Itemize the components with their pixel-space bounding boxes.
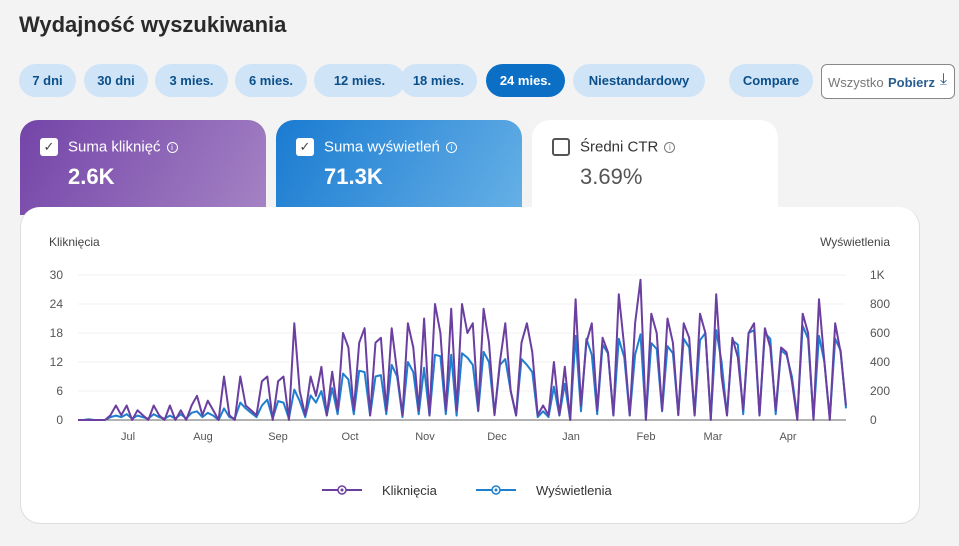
x-tick: Dec — [487, 431, 507, 443]
y-axis-right-label: Wyświetlenia — [820, 235, 890, 249]
legend-marker-dot — [494, 488, 498, 492]
x-tick: Aug — [193, 431, 213, 443]
metric-card-clicks[interactable]: ✓ Suma kliknięć i 2.6K — [20, 120, 266, 215]
download-label: Pobierz — [888, 75, 935, 90]
y-tick-left: 30 — [50, 268, 64, 282]
y-tick-left: 18 — [50, 326, 64, 340]
metric-label: Średni CTR — [580, 138, 659, 156]
x-tick: Feb — [637, 431, 656, 443]
y-tick-right: 0 — [870, 413, 877, 427]
legend-label: Wyświetlenia — [536, 483, 613, 498]
chart-panel — [20, 207, 920, 524]
y-tick-left: 24 — [50, 297, 64, 311]
checkbox-unchecked-icon[interactable] — [552, 138, 570, 156]
download-icon: ⤓ — [940, 71, 948, 88]
download-button[interactable]: Wszystko Pobierz ⤓ — [821, 64, 955, 99]
series-line-impressions — [78, 324, 847, 421]
y-tick-right: 400 — [870, 355, 890, 369]
x-tick: Nov — [415, 431, 435, 443]
x-tick: Jan — [562, 431, 580, 443]
range-pill[interactable]: 12 mies. — [314, 64, 405, 97]
info-icon[interactable]: i — [664, 141, 676, 153]
checkbox-checked-icon[interactable]: ✓ — [296, 138, 314, 156]
y-tick-right: 1K — [870, 268, 885, 282]
range-pill[interactable]: 6 mies. — [235, 64, 307, 97]
y-tick-right: 200 — [870, 384, 890, 398]
metric-card-impressions[interactable]: ✓ Suma wyświetleń i 71.3K — [276, 120, 522, 215]
x-tick: Mar — [704, 431, 723, 443]
overlap-label: Wszystko — [828, 75, 884, 90]
metric-label: Suma wyświetleń — [324, 138, 440, 156]
x-tick: Oct — [341, 431, 358, 443]
range-pill[interactable]: 24 mies. — [486, 64, 565, 97]
y-tick-right: 800 — [870, 297, 890, 311]
range-pill[interactable]: 18 mies. — [400, 64, 477, 97]
page-title: Wydajność wyszukiwania — [19, 12, 287, 37]
info-icon[interactable]: i — [445, 141, 457, 153]
metric-value: 2.6K — [68, 164, 115, 190]
y-tick-left: 12 — [50, 355, 64, 369]
metric-card-ctr[interactable]: Średni CTR i 3.69% — [532, 120, 778, 208]
range-pill[interactable]: 3 mies. — [155, 64, 228, 97]
x-tick: Sep — [268, 431, 288, 443]
range-pill[interactable]: Niestandardowy — [573, 64, 705, 97]
legend-marker-dot — [340, 488, 344, 492]
y-tick-right: 600 — [870, 326, 890, 340]
compare-button[interactable]: Compare — [729, 64, 813, 97]
series-line-clicks — [78, 278, 847, 421]
range-pill[interactable]: 7 dni — [19, 64, 76, 97]
y-tick-left: 0 — [56, 413, 63, 427]
checkbox-checked-icon[interactable]: ✓ — [40, 138, 58, 156]
y-axis-left-label: Kliknięcia — [49, 235, 100, 249]
metric-value: 71.3K — [324, 164, 383, 190]
metric-value: 3.69% — [580, 164, 643, 190]
x-tick: Apr — [779, 431, 796, 443]
legend-label: Kliknięcia — [382, 483, 438, 498]
range-pill[interactable]: 30 dni — [84, 64, 148, 97]
metric-label: Suma kliknięć — [68, 138, 161, 156]
x-tick: Jul — [121, 431, 135, 443]
info-icon[interactable]: i — [166, 141, 178, 153]
y-tick-left: 6 — [56, 384, 63, 398]
